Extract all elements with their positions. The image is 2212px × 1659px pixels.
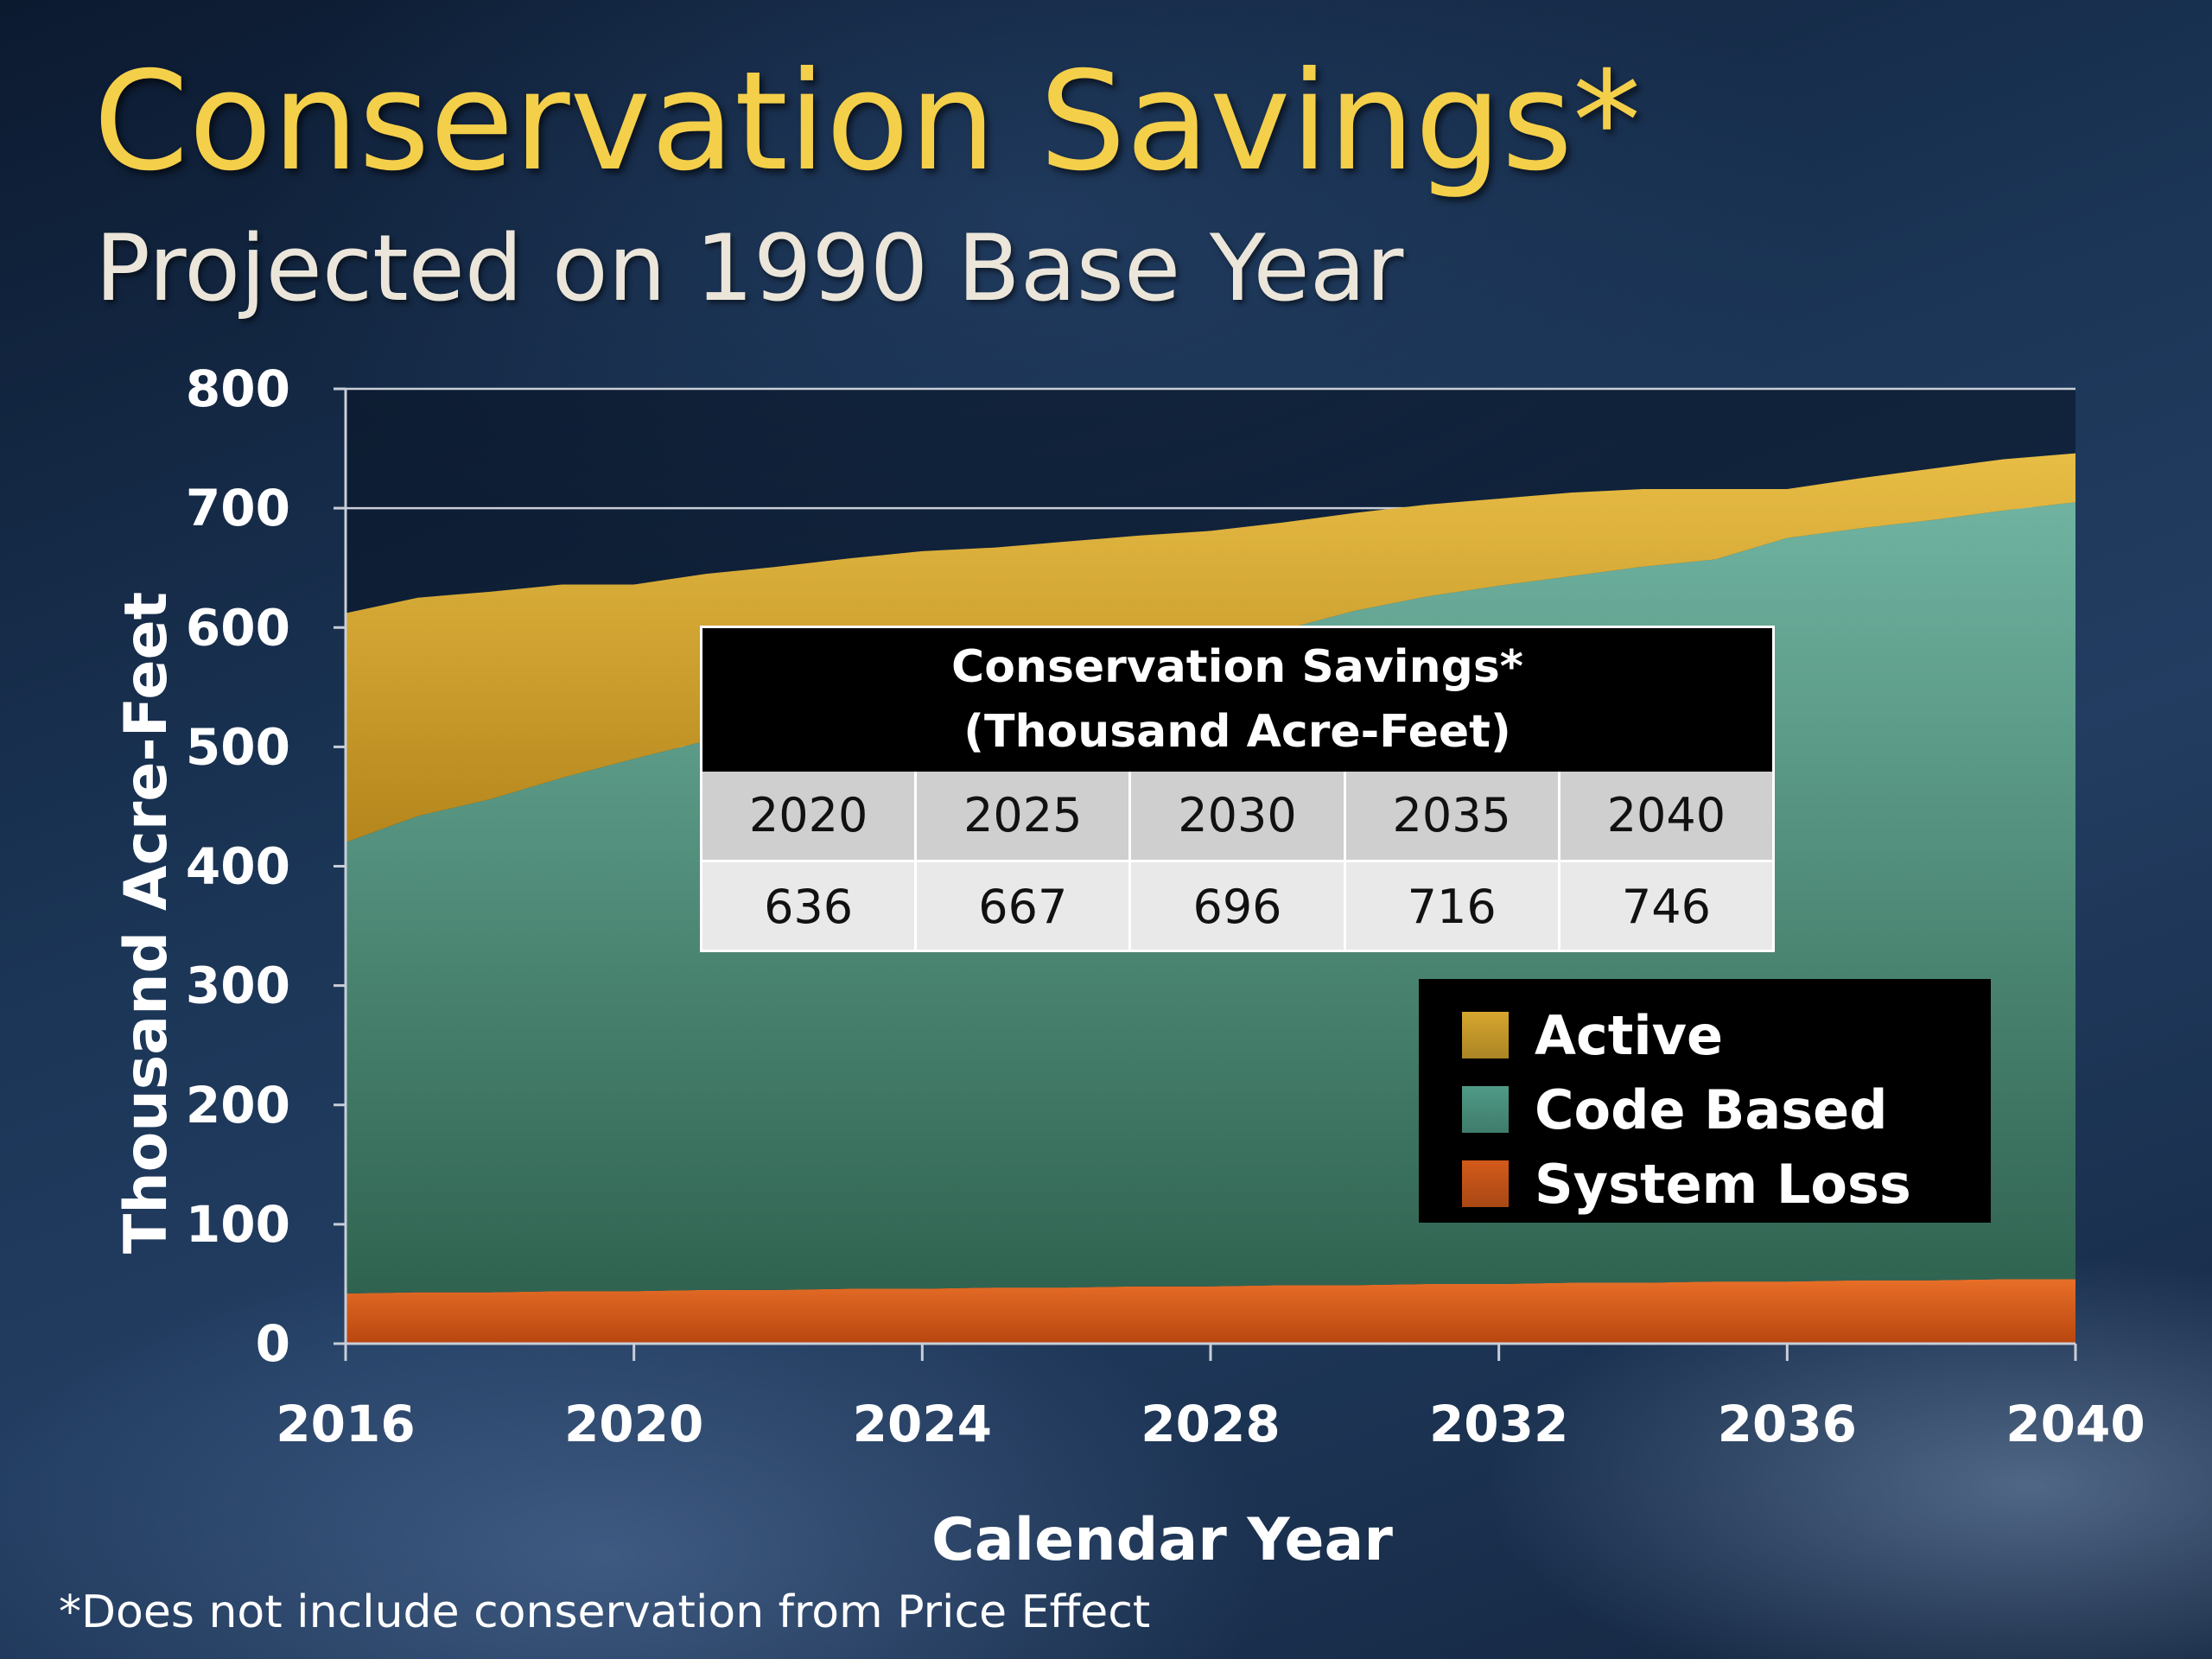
table-value-cell: 667 [917, 860, 1132, 950]
legend-swatch-code-based [1462, 1086, 1509, 1133]
area-system-loss [346, 1279, 2075, 1344]
x-axis-title: Calendar Year [931, 1506, 1393, 1574]
y-tick-label: 0 [256, 1314, 290, 1373]
x-tick-labels: 2016 2020 2024 2028 2032 2036 2040 [276, 1395, 2145, 1453]
legend-label: Active [1535, 1003, 1724, 1067]
summary-table-title-line1: Conservation Savings* [951, 640, 1523, 693]
y-tick-label: 200 [186, 1076, 290, 1135]
slide-subtitle: Projected on 1990 Base Year [95, 215, 1404, 321]
y-tick-label: 100 [186, 1195, 290, 1254]
legend-label: System Loss [1535, 1152, 1911, 1216]
summary-table-title: Conservation Savings* (Thousand Acre-Fee… [702, 628, 1772, 772]
y-tick-label: 500 [186, 717, 290, 776]
x-tick-label: 2016 [276, 1395, 415, 1453]
table-value-cell: 746 [1560, 860, 1773, 950]
legend-item-code-based: Code Based [1462, 1072, 1991, 1147]
x-tick-label: 2032 [1429, 1395, 1568, 1453]
y-tick-labels: 0 100 200 300 400 500 600 700 800 [186, 359, 290, 1373]
x-tick-label: 2036 [1718, 1395, 1857, 1453]
legend-swatch-system-loss [1462, 1160, 1509, 1207]
y-tick-label: 700 [186, 479, 290, 537]
x-tick-label: 2040 [2005, 1395, 2145, 1453]
y-tick-label: 600 [186, 598, 290, 657]
chart-legend: Active Code Based System Loss [1419, 979, 1991, 1223]
summary-table-value-row: 636 667 696 716 746 [702, 860, 1773, 950]
legend-item-active: Active [1462, 998, 1991, 1072]
legend-item-system-loss: System Loss [1462, 1147, 1991, 1221]
table-value-cell: 716 [1345, 860, 1560, 950]
table-year-cell: 2035 [1345, 772, 1560, 860]
area-active [346, 453, 2075, 842]
axes [334, 387, 2077, 1361]
legend-label: Code Based [1535, 1077, 1888, 1141]
table-value-cell: 636 [702, 860, 918, 950]
table-value-cell: 696 [1131, 860, 1346, 950]
table-year-cell: 2030 [1131, 772, 1346, 860]
y-tick-label: 400 [186, 837, 290, 896]
table-year-cell: 2025 [917, 772, 1132, 860]
x-tick-label: 2028 [1141, 1395, 1280, 1453]
summary-table-title-line2: (Thousand Acre-Feet) [963, 706, 1511, 758]
footnote: *Does not include conservation from Pric… [59, 1586, 1151, 1638]
x-tick-label: 2024 [853, 1395, 992, 1453]
x-tick-label: 2020 [564, 1395, 703, 1453]
table-year-cell: 2040 [1560, 772, 1773, 860]
y-axis-title: Thousand Acre-Feet [112, 592, 181, 1254]
y-tick-label: 800 [186, 359, 290, 418]
y-tick-label: 300 [186, 957, 290, 1015]
summary-table-year-row: 2020 2025 2030 2035 2040 [702, 772, 1773, 860]
slide-title: Conservation Savings* [93, 42, 1642, 201]
table-year-cell: 2020 [702, 772, 918, 860]
legend-swatch-active [1462, 1012, 1509, 1058]
summary-table: Conservation Savings* (Thousand Acre-Fee… [700, 626, 1775, 952]
